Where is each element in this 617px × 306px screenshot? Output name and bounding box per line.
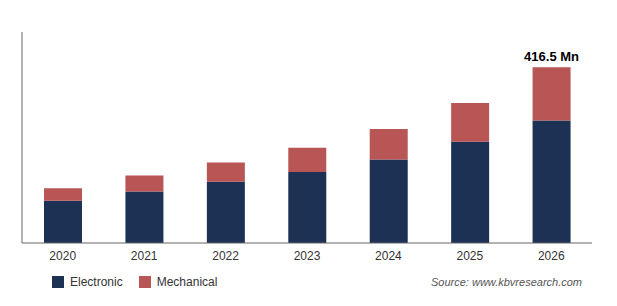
svg-text:2026: 2026: [538, 249, 565, 263]
svg-text:2021: 2021: [131, 249, 158, 263]
svg-text:416.5 Mn: 416.5 Mn: [524, 49, 579, 64]
svg-text:2024: 2024: [375, 249, 402, 263]
html-text:Source: www.kbvresearch.com: Source: www.kbvresearch.com: [431, 276, 582, 288]
svg-text:2025: 2025: [457, 249, 484, 263]
svg-text:2023: 2023: [294, 249, 321, 263]
svg-text:2022: 2022: [212, 249, 239, 263]
svg-text:2020: 2020: [49, 249, 76, 263]
html-text:Electronic: Electronic: [70, 275, 123, 289]
html-text:Mechanical: Mechanical: [156, 275, 218, 289]
